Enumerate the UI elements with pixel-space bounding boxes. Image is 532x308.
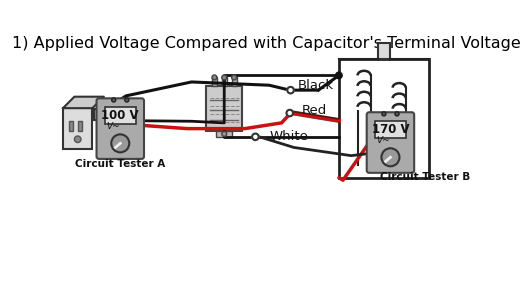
Bar bbox=[216, 131, 232, 137]
Polygon shape bbox=[63, 97, 104, 108]
Bar bbox=[105, 107, 136, 124]
Circle shape bbox=[381, 148, 400, 166]
FancyBboxPatch shape bbox=[367, 112, 414, 173]
Text: White: White bbox=[269, 130, 308, 143]
Circle shape bbox=[111, 134, 129, 152]
Text: V~: V~ bbox=[377, 136, 390, 145]
Circle shape bbox=[252, 134, 259, 140]
Text: 170 V: 170 V bbox=[372, 123, 409, 136]
Circle shape bbox=[112, 98, 116, 102]
Circle shape bbox=[125, 98, 129, 102]
Text: V~: V~ bbox=[106, 123, 120, 132]
Circle shape bbox=[287, 87, 294, 93]
Text: Circuit Tester A: Circuit Tester A bbox=[75, 159, 165, 169]
Bar bbox=[78, 121, 82, 131]
Bar bbox=[69, 121, 73, 131]
Bar bbox=[63, 108, 93, 149]
Bar bbox=[96, 111, 102, 119]
Circle shape bbox=[395, 112, 399, 116]
Text: Black: Black bbox=[298, 79, 334, 92]
Bar bbox=[222, 77, 227, 86]
Circle shape bbox=[286, 110, 293, 116]
Text: Circuit Tester B: Circuit Tester B bbox=[380, 172, 470, 182]
Text: 1) Applied Voltage Compared with Capacitor's Terminal Voltage: 1) Applied Voltage Compared with Capacit… bbox=[12, 36, 520, 51]
Bar bbox=[231, 77, 237, 86]
Circle shape bbox=[74, 136, 81, 143]
Bar bbox=[206, 86, 242, 131]
FancyBboxPatch shape bbox=[96, 98, 144, 159]
Circle shape bbox=[222, 75, 227, 80]
Bar bbox=[212, 77, 217, 86]
Text: 100 V: 100 V bbox=[102, 109, 139, 122]
Circle shape bbox=[222, 132, 227, 136]
Bar bbox=[94, 109, 111, 120]
Circle shape bbox=[382, 112, 386, 116]
Bar bbox=[375, 121, 406, 138]
Bar bbox=[103, 111, 108, 119]
Bar bbox=[378, 43, 389, 59]
Bar bbox=[339, 59, 429, 178]
Circle shape bbox=[231, 75, 237, 80]
Circle shape bbox=[212, 75, 217, 80]
Circle shape bbox=[336, 72, 342, 79]
Text: Red: Red bbox=[302, 104, 327, 117]
